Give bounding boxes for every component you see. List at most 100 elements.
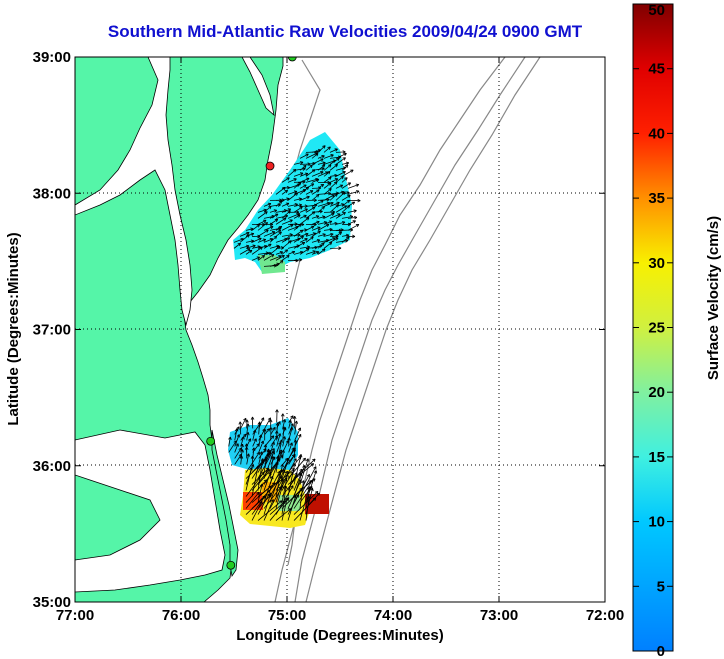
velocity-arrow-head [287,473,289,477]
velocity-arrow [341,164,349,171]
velocity-arrow-head [291,224,294,228]
velocity-arrow-head [344,153,347,157]
velocity-arrow [233,238,244,243]
velocity-arrow [347,224,360,231]
colorbar-tick-label: 20 [648,384,665,401]
velocity-arrow-head [279,439,282,443]
velocity-arrow-head [253,245,256,248]
velocity-arrow-head [260,458,264,462]
velocity-arrow-head [332,194,335,198]
velocity-arrow [269,246,281,255]
velocity-arrow [305,206,316,213]
velocity-arrow-head [250,250,253,254]
velocity-arrow-head [299,204,303,207]
colorbar-tick-label: 10 [648,514,665,531]
velocity-arrow-head [263,444,267,448]
velocity-arrow [329,193,338,201]
velocity-arrow-head [278,200,282,203]
velocity-arrow-head [268,419,272,423]
y-tick-label: 37:00 [33,322,71,339]
velocity-arrow [305,169,316,177]
velocity-arrow-head [322,233,326,235]
velocity-arrow-head [300,206,303,210]
velocity-arrow-head [295,439,298,443]
velocity-arrow-head [331,202,334,206]
velocity-arrow-head [334,221,338,224]
velocity-arrow-head [305,232,309,235]
velocity-arrow-head [254,429,257,433]
y-tick-label: 35:00 [33,594,71,611]
velocity-arrow [263,205,272,213]
velocity-arrow-head [303,480,305,484]
velocity-arrow-head [332,159,336,161]
velocity-arrow-head [338,247,342,250]
velocity-arrow [257,245,268,249]
velocity-arrow-head [322,242,325,246]
velocity-arrow-head [258,224,260,228]
velocity-arrow [281,249,288,255]
velocity-arrow-head [299,224,302,228]
velocity-arrow-head [299,258,303,261]
velocity-arrow [246,432,249,441]
velocity-arrow-head [250,455,253,459]
colorbar-tick-label: 0 [657,643,665,659]
velocity-arrow-head [343,157,346,161]
velocity-arrow-head [246,443,249,447]
velocity-arrow-head [315,153,319,155]
velocity-arrow [288,442,293,453]
velocity-arrow [293,465,305,497]
velocity-arrow-head [300,161,304,163]
velocity-arrow [341,182,351,189]
velocity-arrow-head [329,221,333,224]
velocity-arrow [335,240,349,243]
velocity-arrow-head [307,217,310,221]
velocity-arrow [269,245,280,249]
velocity-arrow-head [281,199,285,202]
velocity-arrow [239,245,250,249]
velocity-arrow [311,179,320,183]
velocity-arrow [263,254,275,261]
velocity-arrow-head [322,161,326,163]
velocity-arrow-head [335,204,339,206]
velocity-arrow [281,187,290,189]
velocity-arrow [281,486,287,515]
velocity-arrow [275,209,287,213]
velocity-arrow [317,184,324,189]
velocity-arrow-head [287,255,290,259]
velocity-arrow-head [280,251,284,255]
velocity-arrow-head [329,176,332,181]
velocity-arrow [335,153,347,159]
velocity-arrow-head [346,164,349,168]
velocity-arrow-head [283,209,288,211]
velocity-arrow-head [327,180,331,183]
velocity-arrow [311,158,324,165]
velocity-arrow [299,214,307,219]
velocity-arrow-head [312,232,316,234]
velocity-arrow [234,434,240,447]
velocity-arrow [293,491,319,515]
y-axis-label: Latitude (Degrees:Minutes) [5,232,22,425]
velocity-arrow [305,164,313,171]
velocity-arrow [293,214,301,219]
velocity-arrow [311,189,320,195]
velocity-arrow-head [246,234,250,236]
velocity-arrow [323,202,334,207]
velocity-arrow [281,234,293,237]
velocity-arrow-head [256,451,260,454]
velocity-arrow-head [280,463,283,467]
velocity-arrow-head [318,492,321,496]
velocity-arrow-head [246,432,249,435]
velocity-arrow-head [334,173,338,176]
velocity-arrow-head [249,467,252,470]
velocity-arrow-head [275,409,278,413]
velocity-arrow-head [336,237,339,241]
velocity-arrow [323,159,336,165]
colorbar-tick-label: 25 [648,320,665,337]
velocity-arrow [269,469,283,503]
velocity-arrow-head [306,153,309,157]
velocity-arrow-head [284,249,288,251]
velocity-arrow [239,232,250,237]
velocity-arrow-head [312,463,314,467]
velocity-arrow-head [298,472,302,476]
velocity-arrow [317,248,326,255]
